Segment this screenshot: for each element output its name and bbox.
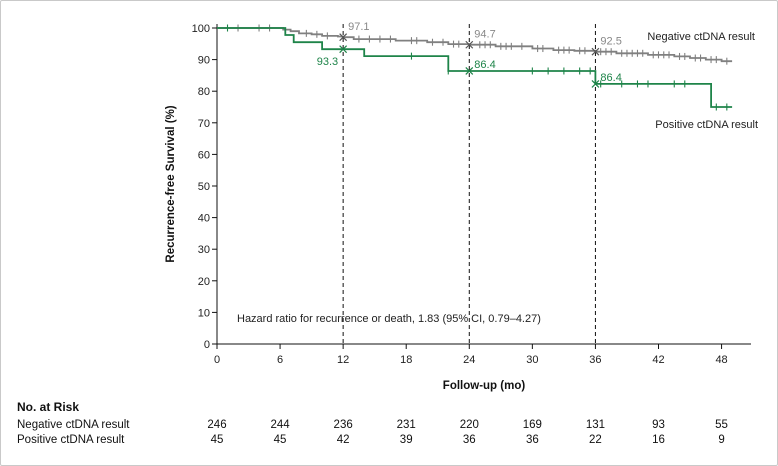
- x-axis-title: Follow-up (mo): [443, 380, 526, 392]
- negative-estimate-marker: [465, 40, 474, 49]
- negative-estimate-marker: [591, 47, 600, 56]
- negative-estimate-label: 97.1: [348, 21, 369, 33]
- positive-estimate-label: 86.4: [600, 72, 621, 84]
- x-tick-label: 18: [400, 354, 412, 366]
- risk-cell: 45: [210, 434, 224, 446]
- risk-cell: 220: [459, 419, 479, 431]
- x-tick-label: 6: [277, 354, 283, 366]
- risk-cell: 45: [273, 434, 287, 446]
- risk-cell: 244: [270, 419, 290, 431]
- y-tick-label: 100: [192, 23, 210, 35]
- positive-estimate-label: 86.4: [474, 59, 495, 71]
- risk-cell: 246: [207, 419, 227, 431]
- y-axis-title: Recurrence-free Survival (%): [165, 105, 177, 262]
- y-tick-label: 90: [198, 55, 210, 67]
- risk-cell: 231: [396, 419, 416, 431]
- risk-row-label: Positive ctDNA result: [17, 434, 125, 446]
- risk-cell: 36: [525, 434, 539, 446]
- risk-table-title: No. at Risk: [17, 400, 80, 414]
- y-tick-label: 10: [198, 307, 210, 319]
- risk-cell: 131: [585, 419, 606, 431]
- risk-cell: 16: [652, 434, 665, 446]
- positive-estimate-label: 93.3: [317, 56, 338, 68]
- x-tick-label: 12: [337, 354, 349, 366]
- risk-cell: 93: [652, 419, 665, 431]
- risk-row: Positive ctDNA result 45 45 42 39 36 36 22 16 9: [1, 434, 777, 448]
- y-tick-label: 60: [198, 149, 210, 161]
- annotations: 97.1 93.3 94.7 86.4 92.5 86.4 Negative ctDNA r…: [317, 21, 758, 131]
- y-tick-label: 30: [198, 244, 210, 256]
- positive-estimate-marker: [591, 80, 600, 88]
- y-tick-label: 80: [198, 86, 210, 98]
- hazard-ratio-note: Hazard ratio for recurrence or death, 1.…: [237, 313, 541, 325]
- positive-estimate-marker: [465, 67, 474, 75]
- positive-ctdna-series: [217, 24, 733, 111]
- negative-series-label: Negative ctDNA result: [647, 31, 755, 43]
- x-tick-label: 0: [214, 354, 220, 366]
- x-tick-label: 48: [715, 354, 727, 366]
- x-tick-label: 36: [589, 354, 601, 366]
- axes: 0 10 20 30 40 50 60 70 80 90 100 0 6 12 18 24 30 36 42 48: [192, 23, 751, 366]
- y-tick-label: 0: [204, 339, 210, 351]
- risk-cell: 55: [715, 419, 728, 431]
- risk-cell: 169: [522, 419, 542, 431]
- positive-estimate-marker: [339, 45, 348, 54]
- reference-lines: [342, 24, 596, 344]
- risk-cell: 36: [462, 434, 476, 446]
- survival-chart: 0 10 20 30 40 50 60 70 80 90 100 0 6 12 18 24 30 36 42 48 9…: [165, 21, 758, 392]
- risk-row-label: Negative ctDNA result: [17, 419, 130, 431]
- x-tick-label: 30: [526, 354, 538, 366]
- risk-row: Negative ctDNA result 246 244 236 231 220 169 1…: [1, 419, 777, 433]
- risk-cell: 39: [399, 434, 413, 446]
- risk-cell: 42: [336, 434, 350, 446]
- x-tick-label: 42: [652, 354, 664, 366]
- negative-estimate-label: 92.5: [600, 36, 621, 48]
- x-tick-label: 24: [463, 354, 475, 366]
- risk-cell: 9: [718, 434, 725, 446]
- y-tick-label: 50: [198, 181, 210, 193]
- risk-cell: 236: [333, 419, 353, 431]
- y-tick-label: 20: [198, 276, 210, 288]
- y-tick-label: 70: [198, 118, 210, 130]
- y-tick-label: 40: [198, 213, 210, 225]
- risk-cell: 22: [589, 434, 602, 446]
- negative-estimate-label: 94.7: [474, 29, 495, 41]
- positive-series-label: Positive ctDNA result: [655, 119, 758, 131]
- survival-curve: [217, 27, 733, 108]
- negative-estimate-marker: [339, 33, 348, 42]
